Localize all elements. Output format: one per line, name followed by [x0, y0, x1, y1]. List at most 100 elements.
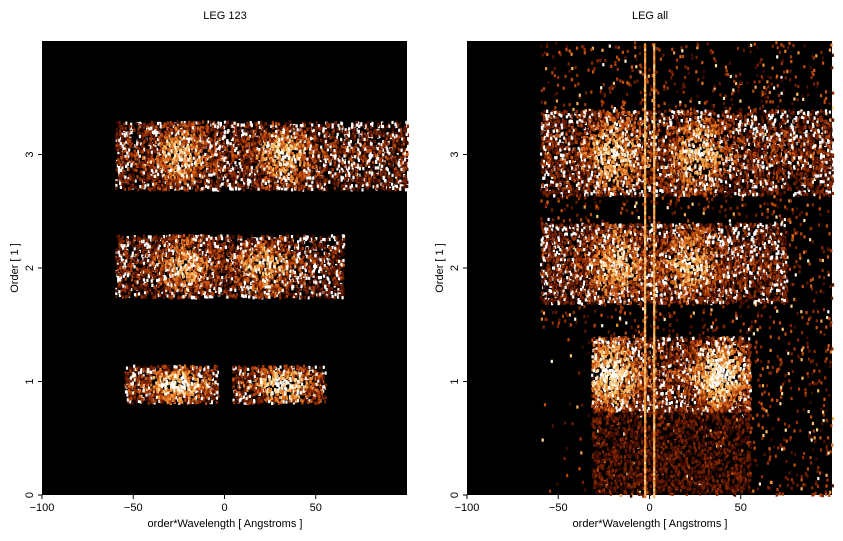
heatmap-cell [336, 285, 338, 288]
heatmap-cell [315, 366, 317, 369]
heatmap-cell [191, 272, 193, 275]
heatmap-cell [286, 250, 288, 253]
heatmap-cell [175, 369, 177, 372]
heatmap-cell [210, 262, 212, 265]
heatmap-cell [182, 241, 184, 244]
heatmap-cell [315, 254, 317, 257]
heatmap-cell [238, 266, 240, 269]
heatmap-cell [173, 265, 175, 268]
heatmap-cell [148, 275, 150, 278]
heatmap-cell [293, 399, 295, 402]
heatmap-cell [312, 241, 314, 244]
heatmap-cell [189, 288, 191, 291]
heatmap-cell [239, 378, 241, 381]
heatmap-cell [195, 250, 197, 253]
heatmap-cell [203, 244, 205, 247]
heatmap-cell [222, 243, 224, 246]
heatmap-cell [261, 389, 263, 392]
heatmap-cell [126, 379, 128, 382]
heatmap-cell [139, 366, 141, 369]
heatmap-cell [197, 368, 199, 371]
heatmap-cell [279, 281, 281, 284]
heatmap-cell [259, 255, 261, 258]
heatmap-cell [298, 396, 300, 399]
heatmap-cell [281, 400, 283, 403]
heatmap-cell [243, 396, 245, 399]
heatmap-cell [261, 384, 263, 387]
heatmap-cell [238, 287, 240, 290]
heatmap-cell [224, 284, 226, 287]
heatmap-cell [267, 366, 269, 369]
heatmap-cell [134, 237, 136, 240]
heatmap-cell [150, 383, 152, 386]
heatmap-cell [269, 261, 271, 264]
heatmap-cell [170, 244, 172, 247]
heatmap-cell [170, 252, 172, 255]
heatmap-cell [314, 370, 316, 373]
heatmap-cell [312, 234, 314, 237]
heatmap-cell [287, 265, 289, 268]
heatmap-cell [162, 400, 164, 403]
heatmap-cell [148, 235, 150, 238]
heatmap-cell [151, 251, 153, 254]
heatmap-cell [308, 270, 310, 273]
heatmap-cell [249, 259, 251, 262]
heatmap-cell [190, 376, 192, 379]
heatmap-cell [328, 272, 330, 275]
heatmap-cell [236, 265, 238, 268]
heatmap-cell [264, 396, 266, 399]
heatmap-cell [306, 259, 308, 262]
heatmap-cell [212, 239, 214, 242]
heatmap-cell [169, 238, 171, 241]
heatmap-cell [132, 382, 134, 385]
heatmap-cell [303, 282, 305, 285]
heatmap-cell [177, 283, 179, 286]
heatmap-cell [123, 240, 125, 243]
heatmap-cell [197, 266, 199, 269]
heatmap-cell [126, 375, 128, 378]
heatmap-cell [297, 381, 299, 384]
heatmap-cell [177, 392, 179, 395]
heatmap-cell [138, 386, 140, 389]
heatmap-cell [217, 276, 219, 279]
heatmap-cell [267, 249, 269, 252]
heatmap-cell [206, 277, 208, 280]
heatmap-cell [295, 295, 297, 298]
heatmap-cell [269, 265, 271, 268]
heatmap-cell [296, 259, 298, 262]
heatmap-cell [148, 387, 150, 390]
heatmap-cell [146, 279, 148, 282]
heatmap-cell [171, 257, 173, 260]
heatmap-cell [127, 244, 129, 247]
heatmap-cell [159, 368, 161, 371]
heatmap-cell [331, 272, 333, 275]
heatmap-cell [233, 378, 235, 381]
heatmap-cell [155, 275, 157, 278]
heatmap-cell [201, 258, 203, 261]
heatmap-cell [253, 399, 255, 402]
heatmap-cell [129, 287, 131, 290]
heatmap-cell [136, 383, 138, 386]
heatmap-cell [342, 293, 344, 296]
heatmap-cell [286, 368, 288, 371]
heatmap-cell [301, 388, 303, 391]
heatmap-cell [323, 397, 325, 400]
heatmap-cell [307, 284, 309, 287]
heatmap-cell [163, 268, 165, 271]
heatmap-cell [275, 257, 277, 260]
heatmap-cell [306, 266, 308, 269]
heatmap-cell [240, 236, 242, 239]
heatmap-cell [235, 379, 237, 382]
heatmap-cell [271, 244, 273, 247]
heatmap-cell [146, 385, 148, 388]
heatmap-cell [219, 268, 221, 271]
heatmap-cell [342, 259, 344, 262]
heatmap-cell [162, 240, 164, 243]
heatmap-cell [340, 250, 342, 253]
heatmap-cell [289, 377, 291, 380]
heatmap-cell [333, 236, 335, 239]
heatmap-cell [195, 401, 197, 404]
heatmap-cell [119, 238, 121, 241]
heatmap-cell [251, 240, 253, 243]
heatmap-cell [319, 244, 321, 247]
